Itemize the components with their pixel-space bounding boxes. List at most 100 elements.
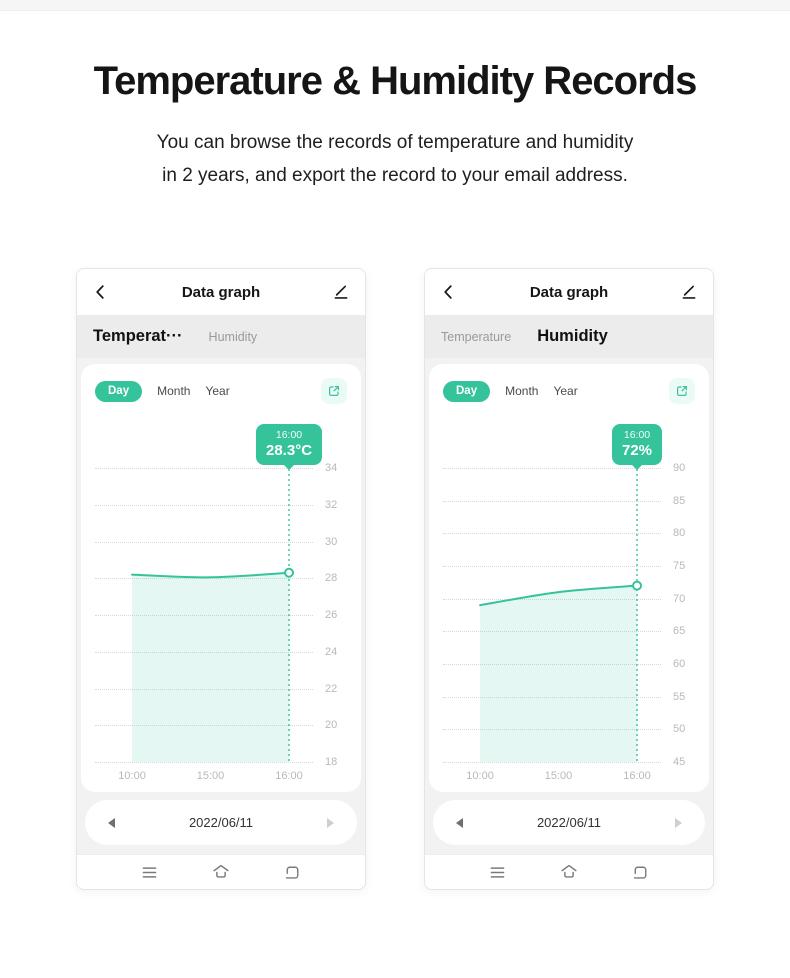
chart-card: Day Month Year 34 32 30 28 26 24 22 20 18 10:00 15… bbox=[81, 364, 361, 792]
range-year[interactable]: Year bbox=[205, 384, 230, 398]
chart-line bbox=[131, 571, 290, 579]
y-axis-label: 50 bbox=[673, 723, 686, 736]
gridline bbox=[95, 578, 313, 580]
android-nav-bar bbox=[425, 854, 713, 889]
back-button[interactable] bbox=[90, 281, 112, 303]
gridline bbox=[95, 468, 313, 469]
selected-point-marker bbox=[284, 567, 295, 578]
x-axis-label: 10:00 bbox=[118, 770, 146, 782]
y-axis-label: 18 bbox=[325, 756, 338, 768]
page-subtitle: You can browse the records of temperatur… bbox=[0, 126, 790, 192]
app-title: Data graph bbox=[529, 283, 609, 301]
nav-menu-button[interactable] bbox=[139, 862, 160, 883]
temperature-chart[interactable]: 34 32 30 28 26 24 22 20 18 10:00 15:00 16:00 16:00 28… bbox=[95, 416, 347, 792]
y-axis-label: 24 bbox=[325, 645, 338, 658]
gridline bbox=[443, 664, 661, 665]
pencil-edit-icon bbox=[682, 285, 696, 299]
gridline bbox=[95, 541, 313, 543]
range-year[interactable]: Year bbox=[553, 384, 578, 398]
android-nav-bar bbox=[77, 854, 365, 889]
gridline bbox=[95, 651, 313, 653]
phone-humidity: Data graph Temperature Humidity Day Mont… bbox=[424, 268, 714, 890]
range-month[interactable]: Month bbox=[157, 384, 191, 398]
return-icon bbox=[285, 866, 299, 879]
subtitle-line-2: in 2 years, and export the record to you… bbox=[162, 165, 628, 186]
pencil-edit-icon bbox=[334, 285, 348, 299]
next-date-arrow[interactable] bbox=[327, 817, 334, 828]
chart-line bbox=[479, 584, 638, 607]
gridline bbox=[95, 504, 313, 506]
gridline bbox=[443, 696, 661, 698]
back-button[interactable] bbox=[438, 281, 460, 303]
edit-button[interactable] bbox=[678, 281, 700, 303]
gridline bbox=[95, 615, 313, 616]
export-icon bbox=[329, 386, 339, 396]
tab-temperature[interactable]: Temperat··· bbox=[93, 327, 183, 345]
menu-icon bbox=[142, 866, 157, 878]
nav-home-button[interactable] bbox=[558, 861, 580, 883]
y-axis-label: 20 bbox=[325, 719, 338, 732]
series-tab-bar: Temperat··· Humidity bbox=[77, 315, 365, 358]
x-axis-label: 16:00 bbox=[623, 770, 651, 782]
gridline bbox=[443, 598, 661, 600]
menu-icon bbox=[490, 866, 505, 878]
gridline bbox=[443, 500, 661, 502]
y-axis-label: 55 bbox=[673, 690, 686, 703]
range-month[interactable]: Month bbox=[505, 384, 539, 398]
date-label: 2022/06/11 bbox=[188, 815, 254, 830]
chart-tooltip: 16:00 72% bbox=[612, 424, 663, 465]
chart-canvas bbox=[479, 464, 643, 762]
x-axis-label: 10:00 bbox=[466, 770, 494, 782]
tab-temperature[interactable]: Temperature bbox=[441, 329, 512, 344]
nav-menu-button[interactable] bbox=[487, 862, 508, 883]
humidity-chart[interactable]: 90 85 80 75 70 65 60 55 50 45 10:00 15:00 16:00 16:00… bbox=[443, 416, 695, 792]
y-axis-label: 60 bbox=[673, 658, 686, 670]
subtitle-line-1: You can browse the records of temperatur… bbox=[156, 132, 634, 153]
chart-area-fill bbox=[132, 572, 290, 762]
chart-card: Day Month Year 90 85 80 75 70 65 60 55 50 45 10:00… bbox=[429, 364, 709, 792]
range-day-pill[interactable]: Day bbox=[443, 380, 491, 402]
edit-button[interactable] bbox=[330, 281, 352, 303]
gridline bbox=[443, 762, 661, 763]
series-tab-bar: Temperature Humidity bbox=[425, 315, 713, 358]
x-axis-label: 16:00 bbox=[275, 770, 303, 782]
tab-humidity[interactable]: Humidity bbox=[537, 327, 608, 345]
gridline bbox=[443, 729, 661, 731]
gridline bbox=[95, 762, 313, 763]
tooltip-time: 16:00 bbox=[275, 429, 303, 441]
export-button[interactable] bbox=[321, 378, 347, 404]
nav-back-button[interactable] bbox=[630, 862, 651, 883]
gridline bbox=[95, 725, 313, 727]
date-navigator: 2022/06/11 bbox=[85, 800, 357, 845]
phone-content: Day Month Year 34 32 30 28 26 24 22 20 18 10:00 15… bbox=[77, 358, 365, 854]
gridline bbox=[443, 468, 661, 469]
nav-home-button[interactable] bbox=[210, 861, 232, 883]
tooltip-time: 16:00 bbox=[623, 429, 651, 441]
export-button[interactable] bbox=[669, 378, 695, 404]
chart-area-fill bbox=[480, 585, 638, 762]
date-navigator: 2022/06/11 bbox=[433, 800, 705, 845]
gridline bbox=[443, 566, 661, 567]
phone-content: Day Month Year 90 85 80 75 70 65 60 55 50 45 10:00… bbox=[425, 358, 713, 854]
y-axis-label: 22 bbox=[325, 682, 338, 695]
prev-date-arrow[interactable] bbox=[456, 817, 463, 828]
y-axis-label: 30 bbox=[325, 535, 338, 548]
selected-point-marker bbox=[632, 580, 643, 591]
gridline bbox=[443, 533, 661, 535]
top-strip bbox=[0, 0, 790, 11]
y-axis-label: 32 bbox=[325, 498, 338, 511]
range-selector: Day Month Year bbox=[95, 378, 347, 404]
tab-humidity[interactable]: Humidity bbox=[208, 329, 258, 344]
export-icon bbox=[677, 386, 687, 396]
y-axis-label: 65 bbox=[673, 625, 686, 638]
range-selector: Day Month Year bbox=[443, 378, 695, 404]
chevron-left-icon bbox=[444, 285, 452, 299]
range-day-pill[interactable]: Day bbox=[95, 380, 143, 402]
next-date-arrow[interactable] bbox=[675, 817, 682, 828]
y-axis-label: 80 bbox=[673, 527, 686, 540]
x-axis-label: 15:00 bbox=[544, 770, 573, 782]
nav-back-button[interactable] bbox=[282, 862, 303, 883]
y-axis-label: 26 bbox=[325, 609, 338, 621]
prev-date-arrow[interactable] bbox=[108, 817, 115, 828]
return-icon bbox=[633, 866, 647, 879]
